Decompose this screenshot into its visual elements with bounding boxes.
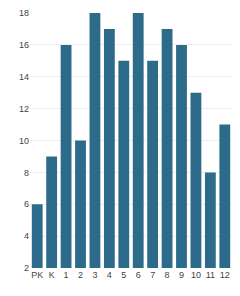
- svg-text:K: K: [49, 270, 55, 280]
- svg-text:6: 6: [24, 199, 29, 209]
- svg-text:11: 11: [206, 270, 215, 280]
- svg-text:14: 14: [19, 72, 29, 82]
- svg-text:3: 3: [92, 270, 97, 280]
- svg-text:7: 7: [150, 270, 155, 280]
- svg-text:PK: PK: [31, 270, 43, 280]
- svg-text:2: 2: [24, 263, 29, 273]
- svg-text:8: 8: [24, 168, 29, 178]
- svg-text:1: 1: [64, 270, 69, 280]
- svg-text:2: 2: [78, 270, 83, 280]
- svg-text:5: 5: [121, 270, 126, 280]
- svg-text:10: 10: [191, 270, 201, 280]
- svg-text:4: 4: [107, 270, 112, 280]
- svg-text:8: 8: [165, 270, 170, 280]
- svg-text:18: 18: [19, 8, 29, 18]
- svg-text:9: 9: [179, 270, 184, 280]
- svg-text:12: 12: [220, 270, 230, 280]
- svg-text:12: 12: [19, 104, 29, 114]
- svg-text:4: 4: [24, 231, 29, 241]
- svg-text:6: 6: [136, 270, 141, 280]
- svg-text:10: 10: [19, 136, 29, 146]
- svg-text:16: 16: [19, 40, 29, 50]
